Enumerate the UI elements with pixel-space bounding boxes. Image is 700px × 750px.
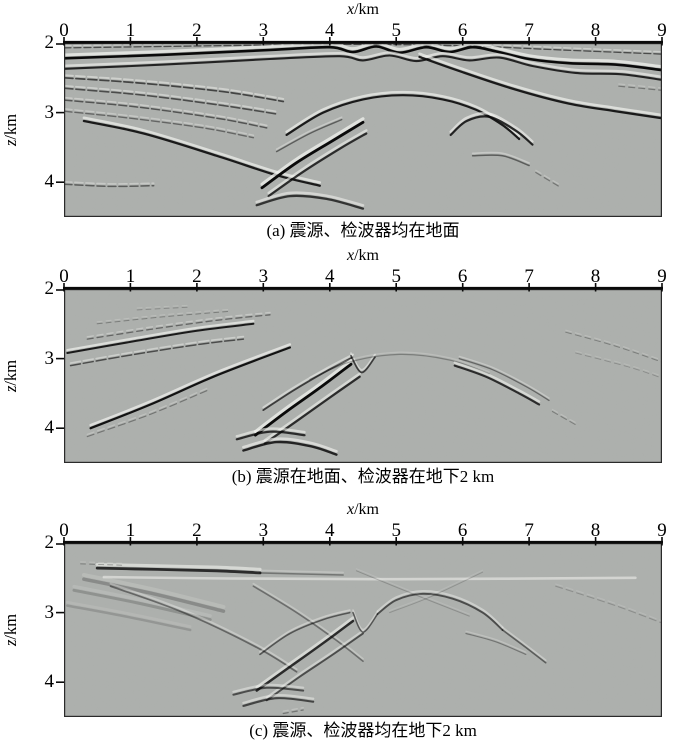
x-tick-label: 2 — [192, 266, 202, 287]
panel-a: x/km 0 1 2 3 4 5 6 7 8 9 2 3 4 z/km (a) 震源、检波器均在地面 — [0, 0, 700, 250]
x-tick-label: 3 — [258, 520, 269, 541]
x-axis-title: x/km — [64, 246, 662, 266]
seismic-plot-c — [56, 537, 663, 718]
z-axis-unit: /km — [1, 613, 20, 640]
panel-caption-b: (b) 震源在地面、检波器在地下2 km — [231, 467, 495, 486]
z-axis-title: z/km — [0, 43, 22, 217]
x-axis-title: x/km — [64, 500, 662, 520]
x-axis-title: x/km — [64, 0, 662, 20]
z-tick-label: 4 — [44, 671, 55, 693]
x-tick-label: 3 — [258, 266, 269, 287]
x-tick-label: 4 — [325, 266, 335, 287]
x-tick-label: 8 — [590, 520, 601, 541]
x-axis-tick-labels: 0 1 2 3 4 5 6 7 8 9 — [59, 20, 667, 42]
z-axis-tick-labels: 2 3 4 — [28, 32, 55, 217]
x-axis-variable: x — [347, 1, 355, 18]
x-tick-label: 8 — [590, 266, 601, 287]
z-axis-title: z/km — [0, 289, 22, 463]
z-tick-label: 3 — [44, 101, 55, 123]
z-axis-variable: z — [1, 385, 20, 393]
x-axis-unit: /km — [354, 1, 379, 18]
panel-c: x/km 0 1 2 3 4 5 6 7 8 9 2 3 4 z/km (c) 震源、检波器均在地下2… — [0, 500, 700, 750]
x-tick-label: 7 — [524, 520, 534, 541]
x-tick-label: 1 — [125, 20, 136, 41]
z-tick-label: 2 — [44, 32, 55, 53]
x-tick-label: 6 — [457, 20, 468, 41]
x-tick-label: 1 — [125, 266, 136, 287]
z-tick-label: 2 — [44, 278, 55, 299]
z-axis-tick-labels: 2 3 4 — [28, 532, 55, 717]
z-axis-variable: z — [1, 139, 20, 147]
x-tick-label: 7 — [524, 266, 534, 287]
x-axis-variable: x — [347, 247, 355, 264]
x-tick-label: 4 — [325, 20, 335, 41]
x-tick-label: 0 — [59, 20, 69, 41]
x-tick-label: 8 — [590, 20, 601, 41]
z-axis-unit: /km — [1, 113, 20, 140]
x-tick-label: 0 — [59, 520, 69, 541]
x-tick-label: 9 — [657, 266, 667, 287]
x-axis-unit: /km — [354, 247, 379, 264]
seismic-plot-b — [56, 283, 663, 464]
z-tick-label: 4 — [44, 171, 55, 193]
x-tick-label: 3 — [258, 20, 269, 41]
x-axis-unit: /km — [354, 501, 379, 518]
z-tick-label: 3 — [44, 601, 55, 623]
panel-b: x/km 0 1 2 3 4 5 6 7 8 9 2 3 4 z/km (b) 震源在地面、检波器在地… — [0, 246, 700, 496]
x-tick-label: 2 — [192, 20, 202, 41]
x-tick-label: 5 — [391, 20, 401, 41]
x-axis-variable: x — [347, 501, 355, 518]
x-tick-label: 5 — [391, 520, 401, 541]
x-tick-label: 5 — [391, 266, 401, 287]
seismic-plot-a — [56, 37, 663, 218]
x-tick-label: 0 — [59, 266, 69, 287]
z-axis-title: z/km — [0, 543, 22, 717]
z-axis-variable: z — [1, 639, 20, 647]
x-tick-label: 1 — [125, 520, 136, 541]
x-tick-label: 6 — [457, 266, 468, 287]
panel-caption-a: (a) 震源、检波器均在地面 — [266, 221, 460, 240]
panel-caption-c: (c) 震源、检波器均在地下2 km — [249, 721, 477, 740]
x-axis-tick-labels: 0 1 2 3 4 5 6 7 8 9 — [59, 520, 667, 542]
x-tick-label: 7 — [524, 20, 534, 41]
x-tick-label: 4 — [325, 520, 335, 541]
z-axis-unit: /km — [1, 359, 20, 386]
x-tick-label: 2 — [192, 520, 202, 541]
x-tick-label: 6 — [457, 520, 468, 541]
x-axis-tick-labels: 0 1 2 3 4 5 6 7 8 9 — [59, 266, 667, 288]
z-tick-label: 3 — [44, 347, 55, 369]
z-tick-label: 2 — [44, 532, 55, 553]
x-tick-label: 9 — [657, 520, 667, 541]
z-tick-label: 4 — [44, 417, 55, 439]
z-axis-tick-labels: 2 3 4 — [28, 278, 55, 463]
x-tick-label: 9 — [657, 20, 667, 41]
